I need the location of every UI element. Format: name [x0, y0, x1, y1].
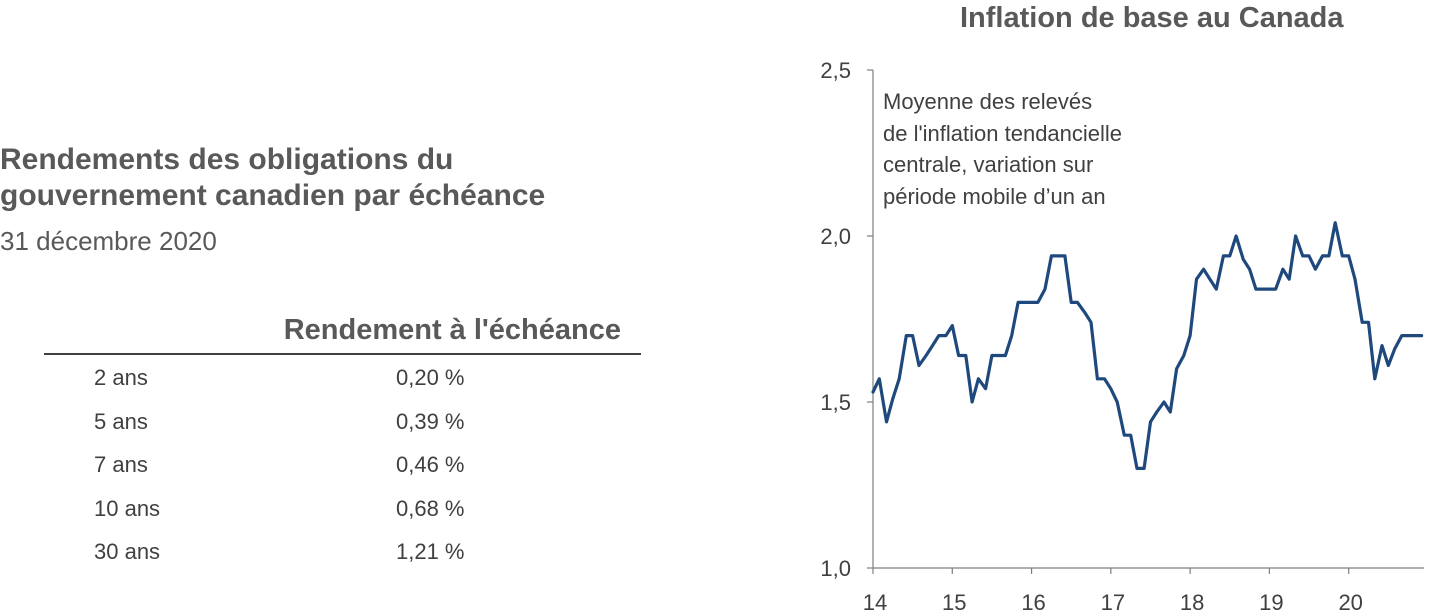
chart-title: Inflation de base au Canada [960, 2, 1344, 34]
inflation-series-line [871, 221, 1424, 470]
table-row: 7 ans 0,46 % [44, 442, 641, 486]
yield-value: 0,20 % [396, 365, 465, 390]
x-tick-label: 17 [1101, 590, 1125, 615]
y-tick-label: 2,5 [820, 58, 851, 83]
x-tick-label: 18 [1180, 590, 1204, 615]
yield-value: 0,39 % [396, 408, 465, 434]
term-label: 30 ans [94, 539, 161, 564]
table-date: 31 décembre 2020 [0, 226, 217, 256]
table-title-line-1: Rendements des obligations du [0, 143, 454, 176]
x-tick-label: 15 [942, 590, 966, 615]
yield-value: 1,21 % [396, 539, 465, 564]
term-label: 5 ans [94, 408, 148, 434]
yield-value: 0,46 % [396, 452, 465, 477]
table-row: 30 ans 1,21 % [44, 529, 641, 573]
table-row: 10 ans 0,68 % [44, 486, 641, 530]
yield-table: Rendement à l'échéance 2 ans 0,20 % 5 an… [44, 314, 641, 573]
y-tick-label: 1,5 [820, 390, 851, 415]
table-title-line-2: gouvernement canadien par échéance [0, 179, 546, 212]
yield-column-header: Rendement à l'échéance [44, 314, 641, 355]
table-row: 5 ans 0,39 % [44, 399, 641, 443]
table-row: 2 ans 0,20 % [44, 355, 641, 399]
table-title: Rendements des obligations du gouverneme… [0, 142, 545, 214]
chart-annotation: Moyenne des relevés de l'inflation tenda… [883, 86, 1122, 212]
term-label: 7 ans [94, 452, 148, 477]
annotation-line: période mobile d’un an [883, 183, 1106, 209]
annotation-line: Moyenne des relevés [883, 89, 1093, 114]
x-tick-label: 14 [863, 590, 887, 615]
annotation-line: centrale, variation sur [883, 152, 1094, 177]
annotation-line: de l'inflation tendancielle [883, 120, 1123, 146]
yield-value: 0,68 % [396, 495, 465, 521]
x-tick-label: 19 [1259, 590, 1283, 615]
x-tick-label: 20 [1338, 590, 1362, 615]
y-tick-label: 1,0 [820, 556, 851, 581]
term-label: 2 ans [94, 365, 148, 390]
term-label: 10 ans [94, 495, 161, 521]
x-tick-label: 16 [1021, 590, 1045, 615]
y-tick-label: 2,0 [820, 224, 851, 249]
